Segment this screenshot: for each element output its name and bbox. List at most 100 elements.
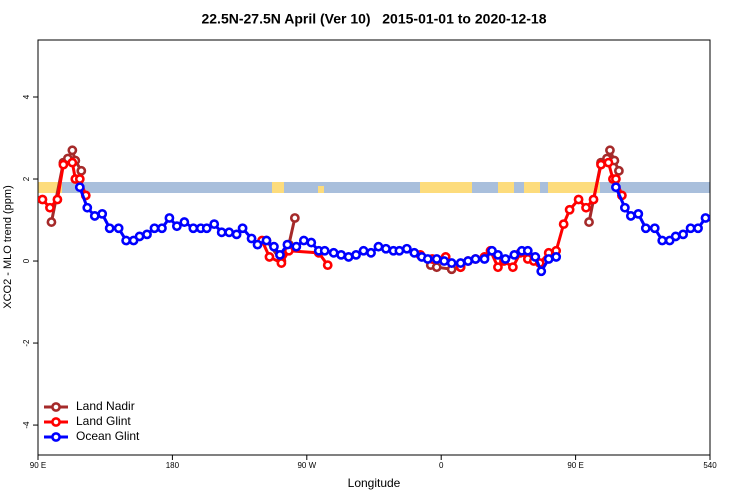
- point: [171, 221, 182, 232]
- point: [269, 241, 279, 252]
- plot-area: [38, 145, 710, 277]
- point: [500, 254, 511, 264]
- point: [614, 165, 624, 176]
- point: [328, 247, 339, 258]
- point: [74, 182, 85, 193]
- point: [275, 249, 285, 260]
- point: [558, 219, 569, 230]
- point: [76, 165, 87, 176]
- legend-marker: [51, 432, 61, 442]
- legend-label: Land Nadir: [76, 399, 135, 413]
- point: [573, 194, 584, 205]
- point: [564, 204, 575, 215]
- point: [322, 260, 333, 271]
- point: [52, 194, 63, 205]
- map-strip: [38, 182, 710, 193]
- point: [97, 208, 108, 219]
- y-tick-label: -4: [22, 421, 31, 429]
- point: [446, 258, 457, 268]
- point: [209, 219, 220, 230]
- chart-title: 22.5N-27.5N April (Ver 10) 2015-01-01 to…: [201, 11, 546, 27]
- x-tick-label: 90 E: [30, 461, 46, 470]
- point: [343, 252, 354, 262]
- point: [603, 157, 614, 168]
- point: [298, 235, 309, 246]
- point: [619, 202, 630, 213]
- point: [121, 235, 132, 246]
- point: [201, 223, 212, 234]
- point: [700, 213, 710, 223]
- point: [581, 202, 591, 213]
- point: [351, 249, 361, 260]
- point: [38, 194, 48, 205]
- legend-label: Ocean Glint: [76, 429, 140, 443]
- point: [493, 249, 503, 260]
- y-tick-label: 2: [22, 176, 31, 181]
- point: [45, 202, 55, 213]
- y-axis-label: XCO2 - MLO trend (ppm): [2, 185, 14, 308]
- x-tick-label: 0: [439, 461, 444, 470]
- point: [231, 229, 242, 240]
- point: [509, 249, 520, 260]
- point: [113, 223, 124, 234]
- point: [164, 213, 175, 223]
- point: [82, 202, 93, 213]
- point: [246, 233, 257, 244]
- point: [381, 243, 391, 254]
- point: [224, 227, 235, 238]
- point: [373, 241, 384, 252]
- point: [596, 159, 606, 170]
- point: [625, 211, 636, 221]
- point: [188, 223, 199, 234]
- point: [633, 208, 644, 219]
- point: [685, 223, 696, 234]
- point: [67, 145, 78, 156]
- point: [366, 247, 376, 258]
- point: [134, 231, 145, 242]
- point: [455, 258, 466, 268]
- point: [401, 243, 412, 254]
- point: [289, 213, 300, 223]
- point: [522, 245, 533, 256]
- point: [306, 237, 317, 248]
- point: [584, 217, 594, 227]
- point: [237, 223, 248, 234]
- point: [551, 252, 562, 262]
- point: [89, 211, 100, 221]
- legend-label: Land Glint: [76, 414, 131, 428]
- point: [58, 159, 69, 170]
- point: [104, 223, 115, 234]
- x-tick-label: 540: [703, 461, 717, 470]
- point: [149, 223, 160, 234]
- point: [439, 256, 450, 266]
- y-tick-label: 4: [22, 94, 31, 99]
- point: [649, 223, 660, 234]
- x-axis-label: Longitude: [348, 476, 401, 490]
- point: [611, 174, 621, 184]
- point: [336, 249, 347, 260]
- point: [530, 252, 541, 262]
- x-tick-label: 90 W: [297, 461, 316, 470]
- point: [422, 254, 433, 264]
- point: [611, 182, 621, 193]
- point: [179, 217, 190, 227]
- point: [536, 266, 547, 277]
- point: [693, 223, 703, 234]
- y-tick-label: -2: [22, 339, 31, 347]
- point: [463, 256, 473, 266]
- point: [291, 241, 302, 252]
- point: [216, 227, 227, 238]
- point: [67, 157, 78, 168]
- legend-marker: [51, 417, 61, 427]
- point: [264, 252, 275, 262]
- point: [74, 174, 85, 184]
- point: [319, 245, 330, 256]
- point: [479, 254, 490, 264]
- point: [358, 245, 369, 256]
- point: [605, 145, 615, 156]
- y-tick-label: 0: [22, 258, 31, 263]
- point: [470, 254, 481, 264]
- point: [507, 262, 518, 273]
- x-tick-label: 90 E: [567, 461, 583, 470]
